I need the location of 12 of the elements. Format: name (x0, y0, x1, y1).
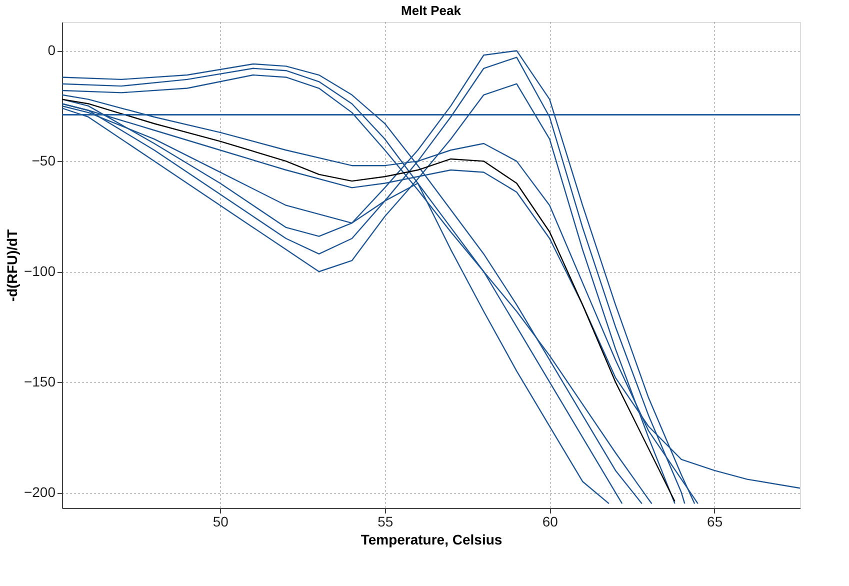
y-axis-title: -d(RFU)/dT (4, 228, 20, 302)
x-tick-label: 65 (707, 514, 723, 530)
y-tick-label: −150 (24, 374, 56, 390)
y-tick-label: 0 (48, 42, 56, 58)
y-tick-label: −100 (24, 263, 56, 280)
x-tick-label: 50 (212, 514, 229, 530)
chart-title: Melt Peak (401, 3, 462, 18)
x-tick-label: 60 (542, 514, 558, 530)
y-tick-label: −200 (24, 484, 56, 500)
x-tick-label: 55 (378, 514, 394, 530)
x-axis-title: Temperature, Celsius (360, 532, 502, 548)
y-tick-label: −50 (32, 152, 56, 169)
